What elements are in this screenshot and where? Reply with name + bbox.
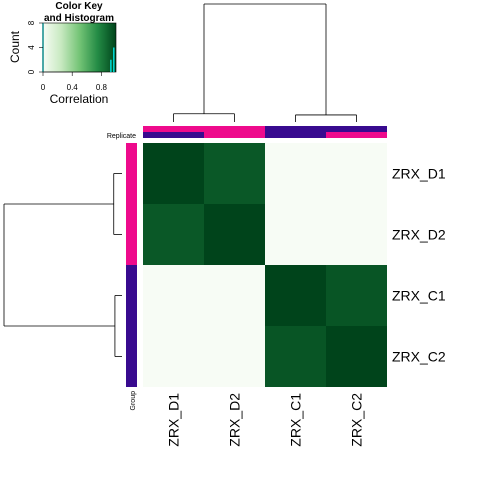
row-label: ZRX_C2 <box>392 349 446 365</box>
annotation-cell <box>143 132 204 138</box>
color-key-y-axis: 0 4 8 <box>27 20 44 74</box>
heatmap-cell <box>143 265 204 326</box>
annotation-cell <box>326 126 387 132</box>
annotation-cell <box>126 326 137 387</box>
annotation-cell <box>204 126 265 132</box>
color-key-gradient <box>42 22 117 73</box>
heatmap-cell <box>204 204 265 265</box>
column-dendrogram <box>173 3 357 122</box>
row-annotation-label: Group <box>130 391 137 411</box>
y-tick-label: 8 <box>27 20 36 25</box>
heatmap-cell <box>204 265 265 326</box>
row-label: ZRX_D1 <box>392 166 446 182</box>
row-label: ZRX_D2 <box>392 227 446 243</box>
column-label: ZRX_D1 <box>166 393 182 447</box>
heatmap-cell <box>204 143 265 204</box>
y-tick-label: 0 <box>27 69 36 74</box>
column-labels: ZRX_D1 ZRX_D2 ZRX_C1 ZRX_C2 <box>166 393 365 447</box>
annotation-cell <box>265 132 326 138</box>
annotation-cell <box>143 126 204 132</box>
heatmap-cell <box>326 143 387 204</box>
row-label: ZRX_C1 <box>392 288 446 304</box>
heatmap-cell <box>143 326 204 387</box>
annotation-cell <box>204 132 265 138</box>
color-key-title-line2: and Histogram <box>44 13 114 24</box>
heatmap-cell <box>265 143 326 204</box>
heatmap-cell <box>143 204 204 265</box>
color-key: Color Key and Histogram 0 0.4 0.8 0 4 8 Corr… <box>8 1 117 106</box>
heatmap-cell <box>265 204 326 265</box>
x-tick-label: 0.8 <box>96 83 108 92</box>
annotation-cell <box>126 143 137 204</box>
column-label: ZRX_D2 <box>227 393 243 447</box>
row-labels: ZRX_D1 ZRX_D2 ZRX_C1 ZRX_C2 <box>392 166 446 365</box>
row-dendrogram <box>3 173 122 357</box>
annotation-cell <box>265 126 326 132</box>
heatmap-cell <box>326 326 387 387</box>
heatmap-cell <box>204 326 265 387</box>
column-annotation <box>143 126 387 138</box>
row-annotation <box>126 143 137 387</box>
annotation-cell <box>126 265 137 326</box>
x-tick-label: 0.4 <box>67 83 79 92</box>
heatmap-cell <box>326 204 387 265</box>
heatmap-cell <box>265 265 326 326</box>
y-tick-label: 4 <box>27 45 36 50</box>
heatmap-cells <box>143 143 387 387</box>
column-label: ZRX_C2 <box>349 393 365 447</box>
color-key-xlabel: Correlation <box>50 92 109 106</box>
annotation-cell <box>126 204 137 265</box>
color-key-title-line1: Color Key <box>55 1 103 12</box>
color-key-ylabel: Count <box>8 30 22 63</box>
column-label: ZRX_C1 <box>288 393 304 447</box>
column-annotation-label: Replicate <box>107 133 136 140</box>
heatmap-cell <box>143 143 204 204</box>
x-tick-label: 0 <box>41 83 46 92</box>
heatmap-cell <box>326 265 387 326</box>
annotation-cell <box>326 132 387 138</box>
heatmap-cell <box>265 326 326 387</box>
color-key-x-axis: 0 0.4 0.8 <box>41 71 108 92</box>
